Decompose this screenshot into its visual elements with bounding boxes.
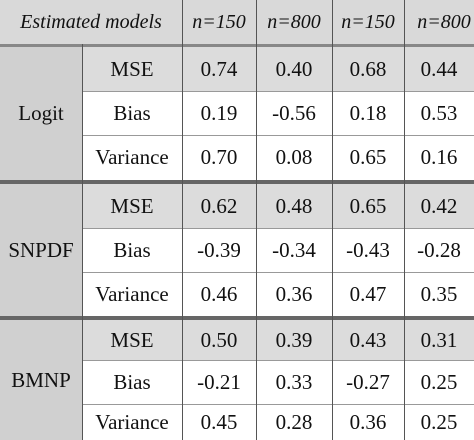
cell-value: 0.68 [349,56,387,81]
cell-value: 0.16 [420,145,458,169]
row-label: MSE [110,327,154,352]
group-divider [0,316,474,320]
table-row: Variance 0.70 0.08 0.65 0.16 [82,135,474,180]
cell-value: 0.08 [275,145,313,169]
cell-value: 0.70 [200,145,238,169]
cell-value: 0.48 [275,193,313,218]
row-label: Variance [95,409,169,434]
model-label-snpdf: SNPDF [0,184,82,316]
row-divider [82,91,474,92]
cell-value: 0.45 [200,409,238,434]
cell-value: 0.65 [349,193,387,218]
cell-value: -0.34 [272,237,316,262]
table-row: Bias -0.21 0.33 -0.27 0.25 [82,360,474,404]
cell-value: 0.36 [349,409,387,434]
header-col-3: n=150 [341,10,395,33]
table-row: Variance 0.46 0.36 0.47 0.35 [82,272,474,316]
row-label: Variance [95,281,169,306]
cell-value: 0.74 [200,56,238,81]
column-divider [332,0,333,440]
row-label: Bias [113,237,151,262]
row-divider [82,404,474,405]
cell-value: -0.27 [346,369,390,394]
cell-value: 0.39 [275,327,313,352]
cell-value: 0.44 [420,56,458,81]
row-divider [82,360,474,361]
row-divider [82,272,474,273]
header-col-2: n=800 [267,10,321,33]
cell-value: 0.25 [420,409,458,434]
table-row: Variance 0.45 0.28 0.36 0.25 [82,404,474,440]
model-label-logit: Logit [0,47,82,180]
cell-value: 0.35 [420,281,458,306]
cell-value: 0.46 [200,281,238,306]
table-row: Bias 0.19 -0.56 0.18 0.53 [82,91,474,135]
group-divider [0,180,474,184]
column-divider [404,0,405,440]
cell-value: 0.42 [420,193,458,218]
cell-value: -0.21 [197,369,241,394]
cell-value: 0.40 [275,56,313,81]
cell-value: 0.25 [420,369,458,394]
cell-value: 0.18 [349,100,387,125]
column-divider [182,0,183,440]
cell-value: 0.19 [200,100,238,125]
cell-value: 0.43 [349,327,387,352]
cell-value: 0.50 [200,327,238,352]
cell-value: 0.53 [420,100,458,125]
header-divider [0,44,474,47]
header-title: Estimated models [20,10,162,33]
row-label: Variance [95,145,169,169]
table-row: MSE 0.50 0.39 0.43 0.31 [82,320,474,360]
cell-value: -0.43 [346,237,390,262]
row-label: MSE [110,56,154,81]
cell-value: -0.39 [197,237,241,262]
cell-value: 0.33 [275,369,313,394]
cell-value: 0.31 [420,327,458,352]
table-row: MSE 0.74 0.40 0.68 0.44 [82,47,474,91]
column-divider [82,44,83,440]
row-label: MSE [110,193,154,218]
cell-value: -0.56 [272,100,316,125]
cell-value: 0.36 [275,281,313,306]
table-row: MSE 0.62 0.48 0.65 0.42 [82,184,474,228]
row-divider [82,135,474,136]
table-row: Bias -0.39 -0.34 -0.43 -0.28 [82,228,474,272]
row-label: Bias [113,100,151,125]
cell-value: 0.65 [349,145,387,169]
row-divider [82,228,474,229]
model-label-bmnp: BMNP [0,320,82,440]
column-divider [256,0,257,440]
header-col-1: n=150 [192,10,246,33]
cell-value: 0.28 [275,409,313,434]
cell-value: 0.47 [349,281,387,306]
row-label: Bias [113,369,151,394]
cell-value: 0.62 [200,193,238,218]
cell-value: -0.28 [417,237,461,262]
table-header: Estimated models n=150 n=800 n=150 n=800 [0,0,474,44]
header-col-4: n=800 [417,10,471,33]
